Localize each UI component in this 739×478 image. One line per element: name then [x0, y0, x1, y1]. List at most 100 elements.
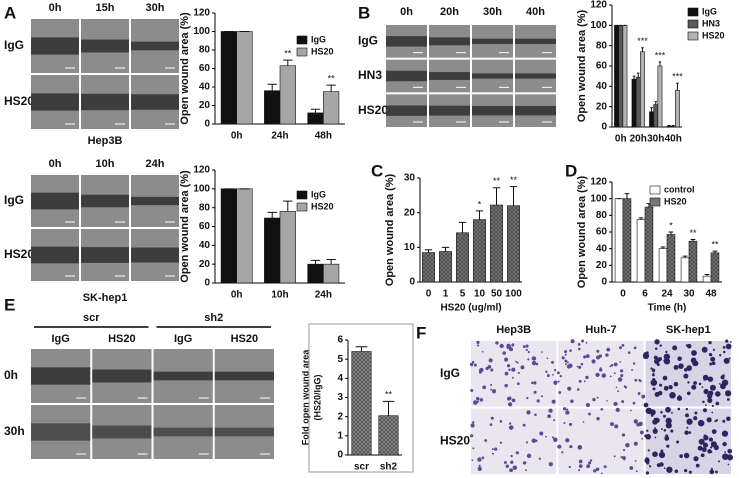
row-label: 30h: [4, 424, 25, 438]
cell-dot: [634, 460, 637, 462]
error-bar: [712, 250, 718, 253]
cell-dot: [632, 401, 636, 405]
y-tick-label: 0: [204, 278, 210, 289]
cell-dot: [554, 383, 557, 386]
cell-dot: [672, 345, 678, 351]
bar-hatch: [378, 415, 399, 455]
x-tick-label: sh2: [380, 462, 398, 473]
cell-dot: [569, 444, 573, 449]
column-label: 0h: [49, 2, 62, 14]
cell-dot: [651, 368, 656, 373]
significance: **: [711, 240, 719, 250]
cell-dot: [686, 365, 692, 371]
significance: ***: [637, 36, 648, 46]
legend-swatch: [296, 202, 308, 212]
cell-dot: [687, 381, 690, 384]
cell-dot: [730, 341, 732, 343]
cell-dot: [539, 431, 544, 436]
cell-dot: [620, 373, 624, 378]
cell-dot: [596, 349, 600, 353]
bar: [307, 112, 324, 125]
significance: **: [510, 175, 518, 185]
wound-gap: [92, 425, 152, 439]
cell-dot: [591, 359, 596, 364]
cell-dot: [703, 434, 707, 438]
cell-dot: [625, 442, 630, 448]
cell-dot: [703, 388, 709, 395]
cell-dot: [609, 365, 612, 368]
cell-dot: [596, 416, 600, 421]
x-tick-label: 50: [491, 289, 503, 300]
error-bar: [283, 200, 293, 212]
cell-dot: [545, 370, 548, 373]
cell-dot: [663, 358, 671, 365]
cell-dot: [583, 380, 586, 383]
x-tick-label: 30h: [647, 134, 664, 145]
y-tick-label: 0: [601, 122, 607, 133]
wound-gap: [472, 38, 513, 44]
cell-dot: [551, 436, 555, 439]
cell-dot: [712, 348, 716, 351]
y-tick-label: 60: [596, 61, 608, 72]
significance: ***: [655, 50, 666, 60]
cell-dot: [559, 374, 563, 378]
cell-dot: [490, 368, 494, 372]
wound-gap: [472, 73, 513, 79]
cell-dot: [707, 397, 713, 403]
error-bar: [667, 124, 671, 126]
column-label: 20h: [440, 6, 459, 18]
cell-dot: [504, 461, 507, 464]
column-label: 10h: [96, 158, 115, 170]
cell-dot: [557, 380, 560, 383]
cell-dot: [614, 424, 619, 429]
cell-dot: [654, 436, 657, 439]
cell-dot: [708, 340, 712, 345]
cell-dot: [701, 447, 707, 453]
legend-label: HS20: [702, 30, 725, 40]
wound-gap: [131, 41, 179, 51]
cell-dot: [470, 389, 474, 393]
cell-dot: [509, 468, 513, 473]
cell-dot: [603, 465, 607, 469]
cell-dot: [623, 385, 627, 388]
cell-dot: [613, 401, 618, 407]
cell-dot: [525, 441, 529, 444]
cell-dot: [569, 349, 572, 352]
y-tick-label: 120: [590, 177, 607, 188]
cell-dot: [710, 441, 717, 448]
row-label: HS20: [4, 247, 34, 261]
column-label: SK-hep1: [666, 324, 711, 336]
cell-dot: [577, 347, 581, 351]
cell-dot: [620, 456, 623, 459]
wound-gap: [31, 423, 91, 441]
cell-dot: [515, 451, 519, 455]
wound-gap: [386, 70, 427, 82]
cell-dot: [520, 365, 525, 370]
cell-dot: [540, 395, 543, 398]
legend-label: HS20: [311, 46, 334, 56]
bar: [264, 217, 281, 284]
cell-dot: [526, 410, 531, 415]
cell-dot: [728, 357, 731, 360]
bar: [658, 248, 668, 283]
cell-dot: [666, 466, 673, 473]
cell-dot: [589, 459, 593, 462]
legend-swatch: [296, 35, 308, 45]
image-cell: [471, 341, 557, 407]
bar: [680, 257, 690, 283]
y-tick-label: 100: [590, 193, 607, 204]
wound-gap: [31, 367, 91, 385]
cell-dot: [656, 363, 660, 367]
bar: [702, 275, 712, 283]
bar: [640, 51, 645, 128]
bar-hatch: [456, 232, 469, 282]
bar: [614, 198, 624, 283]
cell-dot: [522, 423, 526, 427]
bar: [635, 76, 641, 128]
y-tick-label: 60: [199, 221, 211, 232]
cell-dot: [556, 371, 560, 375]
y-tick-label: 80: [596, 210, 608, 221]
cell-dot: [677, 407, 681, 411]
cell-dot: [657, 418, 660, 422]
